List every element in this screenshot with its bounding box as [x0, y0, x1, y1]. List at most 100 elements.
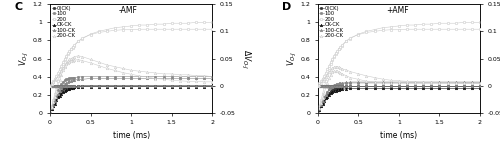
- 100-CK: [321, 97, 327, 98]
- Line: 100-CK: 100-CK: [316, 81, 481, 114]
- 0(CK): [80, 85, 86, 86]
- 100: [420, 82, 426, 84]
- 0(CK): [469, 86, 475, 87]
- 0(CK): [356, 86, 362, 87]
- CK-CK: [331, 90, 337, 92]
- Line: 100: 100: [49, 75, 213, 114]
- 100-CK: [128, 78, 134, 79]
- Line: 200-CK: 200-CK: [316, 70, 481, 114]
- 100: [328, 87, 334, 88]
- 100-CK: [112, 78, 118, 79]
- 100: [62, 79, 68, 81]
- 100: [128, 76, 134, 77]
- CK-CK: [324, 96, 330, 97]
- 100-CK: [330, 85, 336, 86]
- 0(CK): [404, 86, 410, 87]
- 100: [210, 76, 216, 77]
- 100-CK: [88, 78, 94, 79]
- 200: [63, 56, 69, 58]
- CK-CK: [316, 109, 322, 111]
- 200: [68, 49, 74, 50]
- 200-CK: [152, 72, 158, 74]
- 200: [52, 93, 58, 95]
- 100: [168, 76, 174, 77]
- 100-CK: [388, 81, 394, 83]
- 100: [144, 76, 150, 77]
- 200: [323, 80, 329, 82]
- 100-CK: [336, 82, 342, 84]
- 0(CK): [65, 86, 71, 88]
- 100: [48, 107, 54, 109]
- 100: [80, 76, 86, 77]
- 200: [347, 38, 353, 39]
- 200: [193, 21, 199, 23]
- 0(CK): [396, 86, 402, 87]
- 200-CK: [316, 107, 322, 109]
- 200: [420, 23, 426, 25]
- 100: [331, 85, 337, 86]
- 200-CK: [396, 82, 402, 84]
- 200-CK: [404, 82, 410, 84]
- 0(CK): [321, 98, 327, 100]
- 100-CK: [380, 81, 386, 83]
- 200-CK: [68, 58, 74, 59]
- Legend: 0(CK), 100, 200, CK-CK, 100-CK, 200-CK: 0(CK), 100, 200, CK-CK, 100-CK, 200-CK: [51, 5, 76, 39]
- 100-CK: [338, 82, 344, 84]
- 0(CK): [58, 90, 64, 92]
- 100: [364, 82, 370, 84]
- 0(CK): [128, 85, 134, 86]
- 100: [347, 82, 353, 84]
- CK-CK: [54, 99, 60, 101]
- Line: 0(CK): 0(CK): [49, 84, 213, 114]
- 200-CK: [47, 112, 53, 114]
- 0(CK): [330, 89, 336, 91]
- 100-CK: [160, 78, 166, 79]
- 200: [404, 24, 410, 26]
- 100: [444, 82, 450, 84]
- 0(CK): [372, 86, 378, 87]
- 200: [339, 45, 345, 47]
- 0(CK): [339, 87, 345, 88]
- 100: [60, 81, 66, 83]
- 100: [338, 83, 344, 85]
- 100: [136, 76, 142, 77]
- 200: [54, 87, 60, 88]
- 100-CK: [65, 81, 71, 83]
- CK-CK: [56, 95, 62, 96]
- CK-CK: [68, 88, 74, 89]
- 0(CK): [331, 88, 337, 90]
- 100: [339, 83, 345, 85]
- 100-CK: [347, 81, 353, 83]
- 100-CK: [332, 83, 338, 85]
- 200: [318, 99, 324, 101]
- 0(CK): [364, 86, 370, 87]
- 200: [388, 26, 394, 28]
- 100-CK: [201, 78, 207, 79]
- Line: 100-CK: 100-CK: [49, 77, 213, 114]
- 0(CK): [201, 85, 207, 86]
- 200-CK: [338, 72, 344, 74]
- 200-CK: [96, 61, 102, 63]
- 0(CK): [70, 86, 75, 87]
- CK-CK: [96, 86, 102, 87]
- 100: [404, 82, 410, 84]
- CK-CK: [330, 91, 336, 93]
- 100: [76, 76, 82, 78]
- Line: 200-CK: 200-CK: [49, 55, 213, 114]
- 200: [66, 51, 72, 53]
- 200-CK: [452, 82, 458, 84]
- 100-CK: [70, 79, 75, 81]
- CK-CK: [334, 89, 340, 91]
- 100-CK: [144, 78, 150, 79]
- 200: [128, 25, 134, 27]
- Y-axis label: $V_{O\text{-}J}$: $V_{O\text{-}J}$: [18, 51, 31, 66]
- 100-CK: [48, 107, 54, 109]
- CK-CK: [428, 88, 434, 89]
- CK-CK: [339, 88, 345, 90]
- 200-CK: [120, 68, 126, 69]
- 0(CK): [323, 96, 329, 97]
- Y-axis label: $\Delta V_{O\text{-}J}$: $\Delta V_{O\text{-}J}$: [238, 49, 252, 69]
- Y-axis label: $V_{O\text{-}J}$: $V_{O\text{-}J}$: [286, 51, 299, 66]
- CK-CK: [58, 93, 64, 95]
- 200: [320, 93, 326, 95]
